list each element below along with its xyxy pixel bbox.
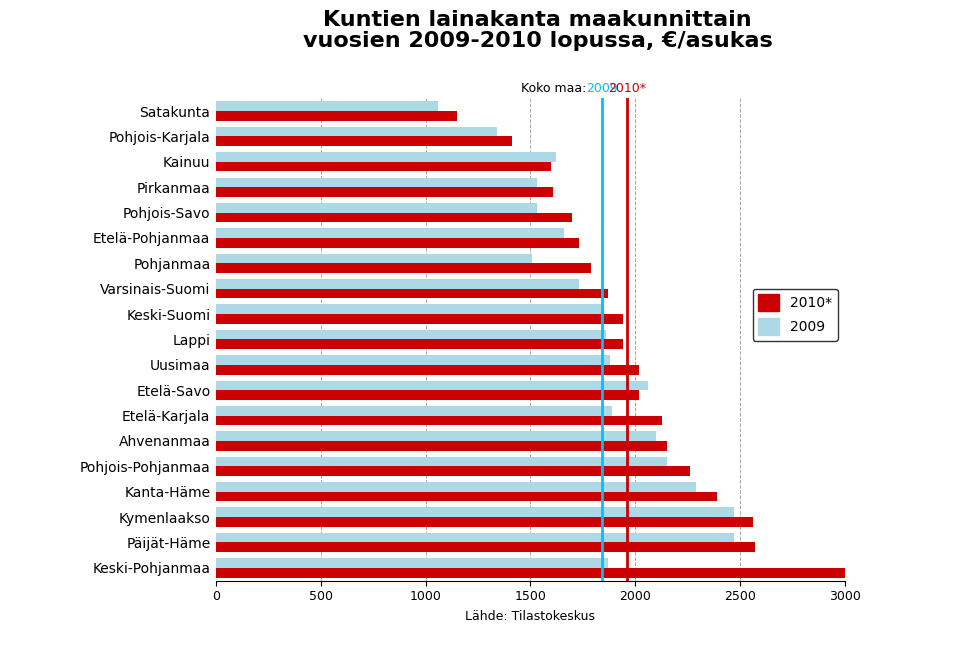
Text: 7.6.2011/hp: 7.6.2011/hp — [365, 623, 441, 636]
Bar — [216, 254, 533, 263]
Bar — [216, 380, 648, 390]
Bar — [216, 416, 662, 425]
Text: Koko maa:: Koko maa: — [520, 82, 586, 95]
Legend: 2010*, 2009: 2010*, 2009 — [753, 289, 838, 340]
Bar — [216, 228, 564, 238]
Bar — [216, 102, 438, 111]
Bar — [216, 136, 512, 146]
Bar — [216, 304, 604, 314]
Bar — [216, 432, 657, 441]
Bar — [216, 457, 666, 466]
Text: Opetus- ja kulttuuriministeriö: Opetus- ja kulttuuriministeriö — [19, 613, 203, 626]
Text: 2010*: 2010* — [608, 82, 646, 95]
Bar — [216, 466, 689, 476]
Bar — [216, 441, 666, 451]
Bar — [216, 314, 623, 324]
Bar — [216, 127, 497, 136]
Bar — [216, 263, 591, 273]
Text: vuosien 2009-2010 lopussa, €/asukas: vuosien 2009-2010 lopussa, €/asukas — [302, 31, 773, 51]
Bar — [216, 330, 606, 340]
Bar — [216, 558, 608, 568]
Bar — [216, 187, 554, 197]
Bar — [216, 340, 623, 349]
Bar — [216, 533, 733, 543]
Text: Kuntien lainakanta maakunnittain: Kuntien lainakanta maakunnittain — [324, 10, 752, 30]
Bar — [216, 213, 572, 222]
Bar — [216, 543, 755, 552]
Bar — [216, 238, 579, 247]
Bar — [216, 111, 457, 121]
Bar — [216, 203, 537, 213]
Ellipse shape — [893, 538, 960, 656]
Bar — [216, 492, 717, 501]
Bar — [216, 568, 849, 577]
Bar — [216, 517, 753, 527]
Bar — [216, 178, 537, 187]
Bar — [216, 365, 639, 375]
Bar — [216, 279, 579, 289]
Text: Undervisnings- och kulturministeriet: Undervisnings- och kulturministeriet — [19, 640, 247, 653]
Bar — [216, 289, 608, 298]
Bar — [216, 406, 612, 416]
X-axis label: Lähde: Tilastokeskus: Lähde: Tilastokeskus — [466, 610, 595, 623]
Text: 2009: 2009 — [587, 82, 618, 95]
Bar — [216, 152, 556, 162]
Bar — [216, 390, 639, 400]
Bar — [216, 162, 551, 171]
Bar — [216, 508, 733, 517]
Bar — [216, 355, 610, 365]
Bar — [216, 482, 696, 492]
